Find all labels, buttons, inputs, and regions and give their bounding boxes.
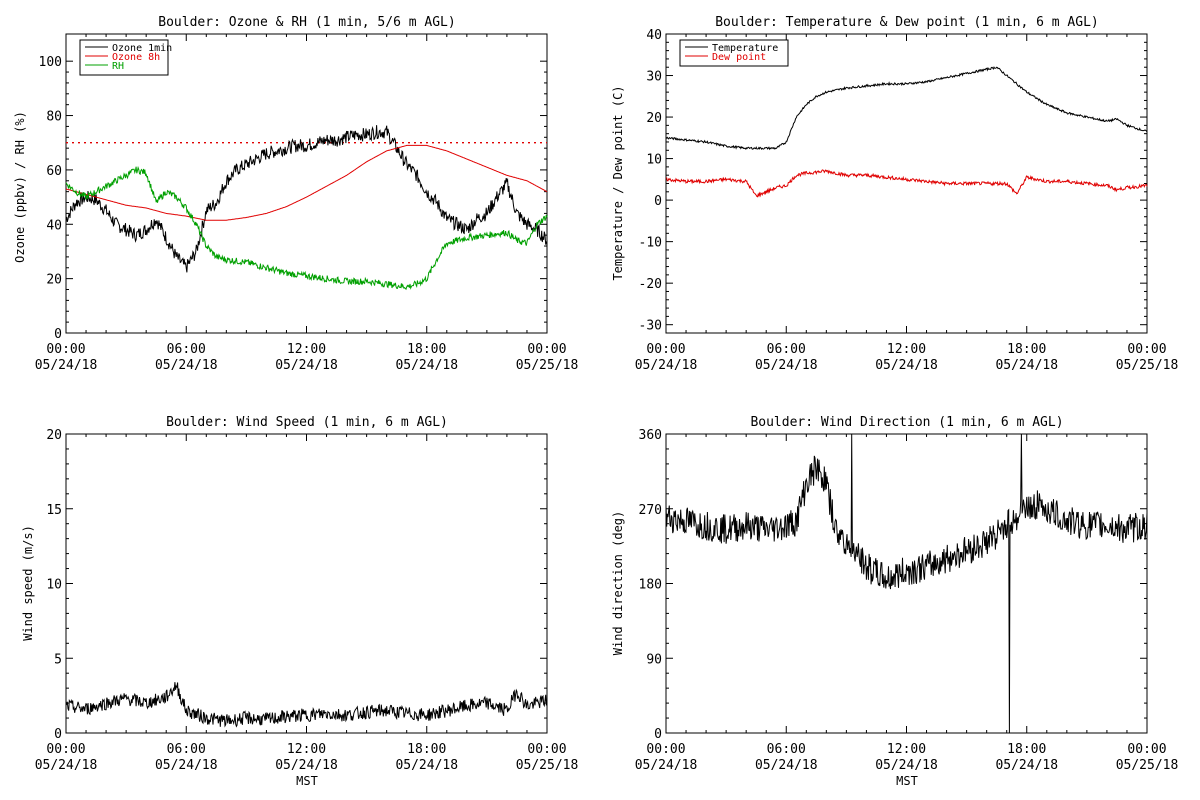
panel-title: Boulder: Ozone & RH (1 min, 5/6 m AGL): [158, 15, 455, 30]
x-tick-label: 00:00: [527, 342, 566, 357]
series-line-ozone-1min: [65, 125, 548, 273]
plot-frame: [65, 33, 548, 334]
x-tick-label: 00:00: [46, 742, 85, 757]
y-tick-label: -10: [639, 236, 662, 251]
x-tick-label: 06:00: [767, 342, 806, 357]
x-tick-date: 05/24/18: [155, 358, 218, 373]
series-line-ozone-8h: [65, 144, 548, 221]
x-tick-label: 00:00: [646, 342, 685, 357]
x-tick-label: 18:00: [407, 342, 446, 357]
x-tick-date: 05/24/18: [995, 358, 1058, 373]
y-tick-label: 30: [646, 70, 662, 85]
legend-box: [679, 39, 789, 67]
x-tick-label: 00:00: [1127, 342, 1166, 357]
x-tick-label: 12:00: [287, 342, 326, 357]
x-tick-label: 18:00: [1007, 742, 1046, 757]
panel-wind-direction: Boulder: Wind Direction (1 min, 6 m AGL)…: [611, 415, 1178, 788]
series-line-trace-0: [665, 433, 1148, 734]
x-tick-date: 05/25/18: [1116, 358, 1179, 373]
x-tick-date: 05/24/18: [395, 758, 458, 773]
y-tick-label: 20: [646, 111, 662, 126]
y-tick-label: -30: [639, 319, 662, 334]
y-tick-label: 0: [54, 327, 62, 342]
x-tick-label: 18:00: [407, 742, 446, 757]
panel-ozone-rh: Boulder: Ozone & RH (1 min, 5/6 m AGL) O…: [13, 15, 578, 373]
legend-label: RH: [112, 61, 124, 72]
panel-title: Boulder: Wind Speed (1 min, 6 m AGL): [166, 415, 448, 430]
x-tick-label: 00:00: [1127, 742, 1166, 757]
x-tick-date: 05/24/18: [875, 758, 938, 773]
legend-label: Dew point: [712, 52, 766, 63]
y-tick-label: 5: [54, 652, 62, 667]
y-axis-label: Ozone (ppbv) / RH (%): [13, 111, 27, 263]
x-tick-label: 18:00: [1007, 342, 1046, 357]
y-tick-label: 360: [639, 428, 662, 443]
series-line-trace-0: [65, 682, 548, 728]
y-tick-label: 0: [54, 727, 62, 742]
x-tick-label: 06:00: [167, 742, 206, 757]
series-line-temperature: [665, 66, 1148, 151]
y-tick-label: 80: [46, 110, 62, 125]
series-line-dew-point: [665, 169, 1148, 198]
plot-frame: [65, 433, 548, 734]
y-tick-label: 20: [46, 428, 62, 443]
x-tick-date: 05/25/18: [1116, 758, 1179, 773]
legend-box: [79, 39, 169, 76]
x-tick-label: 12:00: [887, 342, 926, 357]
panel-title: Boulder: Temperature & Dew point (1 min,…: [715, 15, 1099, 30]
x-tick-date: 05/24/18: [275, 358, 338, 373]
x-tick-label: 12:00: [287, 742, 326, 757]
legend-label: Ozone 1min: [112, 43, 172, 54]
x-tick-label: 12:00: [887, 742, 926, 757]
x-tick-date: 05/24/18: [35, 758, 98, 773]
x-tick-date: 05/24/18: [395, 358, 458, 373]
x-tick-label: 00:00: [527, 742, 566, 757]
y-tick-label: 60: [46, 164, 62, 179]
y-tick-label: 10: [646, 153, 662, 168]
x-tick-date: 05/24/18: [635, 758, 698, 773]
x-tick-date: 05/24/18: [155, 758, 218, 773]
x-tick-date: 05/24/18: [635, 358, 698, 373]
legend-label: Ozone 8h: [112, 52, 160, 63]
y-tick-label: 180: [639, 578, 662, 593]
y-tick-label: 0: [654, 194, 662, 209]
x-tick-date: 05/25/18: [516, 358, 579, 373]
y-tick-label: 90: [646, 652, 662, 667]
y-axis-label: Wind direction (deg): [611, 511, 625, 656]
x-tick-label: 06:00: [167, 342, 206, 357]
legend-label: Temperature: [712, 43, 778, 54]
y-tick-label: 20: [46, 273, 62, 288]
panel-temperature-dewpoint: Boulder: Temperature & Dew point (1 min,…: [611, 15, 1178, 373]
y-tick-label: 10: [46, 578, 62, 593]
x-tick-date: 05/24/18: [755, 758, 818, 773]
y-tick-label: 40: [646, 28, 662, 43]
panel-wind-speed: Boulder: Wind Speed (1 min, 6 m AGL) Win…: [21, 415, 578, 788]
x-tick-date: 05/24/18: [995, 758, 1058, 773]
y-tick-label: 100: [39, 55, 62, 70]
y-tick-label: 15: [46, 503, 62, 518]
x-tick-date: 05/24/18: [755, 358, 818, 373]
y-axis-label: Temperature / Dew point (C): [611, 85, 625, 280]
panel-title: Boulder: Wind Direction (1 min, 6 m AGL): [750, 415, 1063, 430]
x-axis-label: MST: [896, 774, 918, 788]
y-tick-label: -20: [639, 277, 662, 292]
y-axis-label: Wind speed (m/s): [21, 525, 35, 641]
x-tick-date: 05/25/18: [516, 758, 579, 773]
x-tick-date: 05/24/18: [875, 358, 938, 373]
y-tick-label: 0: [654, 727, 662, 742]
x-tick-label: 00:00: [46, 342, 85, 357]
x-tick-date: 05/24/18: [35, 358, 98, 373]
plot-frame: [665, 433, 1148, 734]
x-tick-date: 05/24/18: [275, 758, 338, 773]
y-tick-label: 40: [46, 218, 62, 233]
x-tick-label: 06:00: [767, 742, 806, 757]
x-axis-label: MST: [296, 774, 318, 788]
x-tick-label: 00:00: [646, 742, 685, 757]
series-line-rh: [65, 165, 548, 291]
plot-frame: [665, 33, 1148, 334]
y-tick-label: 270: [639, 503, 662, 518]
